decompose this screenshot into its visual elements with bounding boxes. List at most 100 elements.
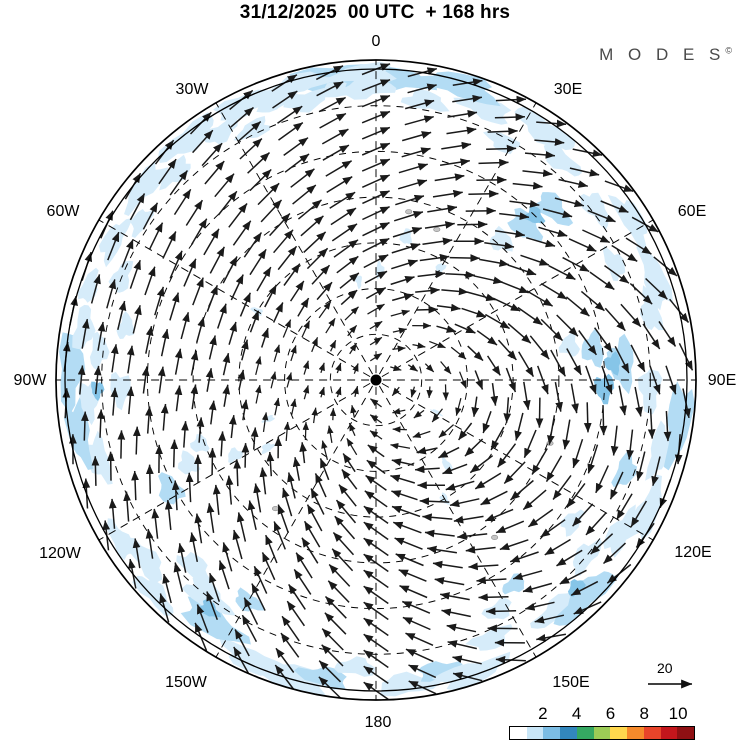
wind-vector-arrow	[297, 199, 322, 220]
windspeed-shading-patch	[607, 194, 648, 254]
wind-vector-arrow	[558, 178, 589, 188]
wind-vector-arrow	[321, 128, 349, 145]
wind-vector-arrow	[192, 129, 214, 154]
wind-vector-arrow	[310, 488, 325, 515]
wind-vector-arrow	[499, 212, 530, 220]
wind-vector-arrow	[484, 241, 515, 250]
wind-vector-arrow	[232, 529, 243, 560]
wind-vector-arrow	[369, 320, 383, 330]
wind-vector-arrow	[332, 531, 355, 556]
wind-vector-arrow	[467, 345, 484, 362]
longitude-label-180: 180	[364, 714, 392, 731]
windspeed-shading-patch	[553, 571, 618, 626]
wind-vector-arrow	[593, 327, 613, 353]
wind-vector-arrow	[325, 317, 336, 334]
wind-vector-arrow	[486, 144, 517, 153]
wind-vector-arrow	[284, 153, 310, 173]
wind-vector-arrow	[392, 408, 406, 415]
wind-vector-arrow	[131, 470, 139, 501]
wind-vector-arrow	[259, 467, 268, 495]
wind-vector-arrow	[180, 312, 190, 340]
wind-vector-arrow	[649, 365, 661, 395]
wind-vector-arrow	[393, 521, 422, 534]
wind-vector-arrow	[525, 236, 556, 248]
wind-vector-arrow	[243, 597, 259, 625]
wind-vector-arrow	[398, 569, 427, 582]
wind-vector-arrow	[540, 519, 566, 538]
wind-vector-arrow	[529, 335, 550, 360]
wind-vector-arrow	[306, 247, 329, 270]
wind-vector-arrow	[439, 158, 471, 167]
wind-vector-arrow	[391, 243, 421, 254]
wind-vector-arrow	[201, 142, 223, 167]
wind-vector-arrow	[426, 545, 458, 554]
windspeed-shading-patch	[603, 351, 621, 376]
wind-vector-arrow	[542, 208, 573, 219]
wind-vector-arrow	[190, 384, 199, 410]
wind-vector-arrow	[106, 279, 117, 309]
wind-vector-arrow	[222, 384, 231, 407]
longitude-label-30w: 30W	[175, 81, 209, 98]
wind-vector-arrow	[283, 263, 301, 286]
wind-vector-arrow	[110, 344, 119, 373]
wind-vector-arrow	[402, 616, 431, 631]
wind-vector-arrow	[391, 293, 414, 302]
wind-vector-arrow	[335, 386, 342, 398]
wind-vector-arrow	[237, 369, 246, 391]
wind-vector-arrow	[334, 515, 356, 540]
wind-vector-arrow	[303, 520, 321, 548]
wind-vector-arrow	[278, 121, 304, 141]
windspeed-shading-patch	[593, 373, 615, 405]
wind-vector-arrow	[476, 576, 507, 585]
wind-vector-arrow	[626, 429, 635, 460]
island-landmass	[271, 506, 279, 512]
wind-vector-arrow	[290, 398, 297, 415]
wind-vector-arrow	[478, 593, 509, 602]
wind-vector-arrow	[480, 490, 508, 506]
wind-vector-arrow	[449, 498, 480, 508]
wind-vector-arrow	[424, 363, 435, 373]
colorbar-swatch	[660, 727, 678, 739]
wind-vector-arrow	[391, 259, 418, 270]
wind-vector-arrow	[570, 383, 579, 414]
wind-vector-arrow	[336, 255, 359, 274]
wind-vector-arrow	[348, 422, 356, 436]
wind-vector-arrow	[361, 142, 391, 156]
wind-vector-arrow	[361, 174, 391, 188]
wind-vector-arrow	[322, 144, 350, 161]
wind-vector-arrow	[452, 94, 483, 103]
wind-vector-arrow	[290, 168, 315, 188]
wind-vector-arrow	[275, 647, 295, 673]
wind-vector-arrow	[288, 583, 306, 610]
wind-vector-arrow	[447, 110, 478, 118]
wind-vector-arrow	[151, 508, 160, 539]
windspeed-shading-patch	[580, 192, 609, 231]
wind-vector-arrow	[293, 568, 312, 595]
wind-vector-arrow	[174, 348, 183, 375]
wind-vector-arrow	[341, 469, 358, 490]
windspeed-shading-patch	[663, 381, 695, 471]
wind-vector-arrow	[587, 444, 599, 474]
wind-vector-arrow	[520, 254, 550, 266]
wind-vector-arrow	[583, 402, 592, 433]
wind-vector-arrow	[121, 239, 134, 268]
wind-vector-arrow	[503, 397, 512, 423]
wind-vector-arrow	[556, 314, 579, 337]
wind-vector-arrow	[452, 655, 482, 665]
wind-vector-arrow	[132, 426, 141, 455]
wind-vector-arrow	[568, 238, 597, 252]
wind-vector-arrow	[212, 484, 221, 515]
wind-vector-arrow	[350, 404, 357, 418]
wind-vector-arrow	[340, 289, 358, 306]
colorbar-swatch	[543, 727, 561, 739]
wind-vector-arrow	[342, 453, 356, 473]
wind-vector-arrow	[362, 237, 390, 253]
wind-vector-arrow	[91, 456, 100, 486]
wind-vector-arrow	[145, 528, 154, 559]
wind-vector-arrow	[158, 158, 177, 185]
wind-vector-arrow	[233, 459, 242, 487]
wind-vector-arrow	[162, 231, 177, 259]
wind-vector-arrow	[249, 310, 260, 333]
wind-vector-arrow	[352, 385, 359, 397]
wind-vector-arrow	[503, 461, 526, 485]
